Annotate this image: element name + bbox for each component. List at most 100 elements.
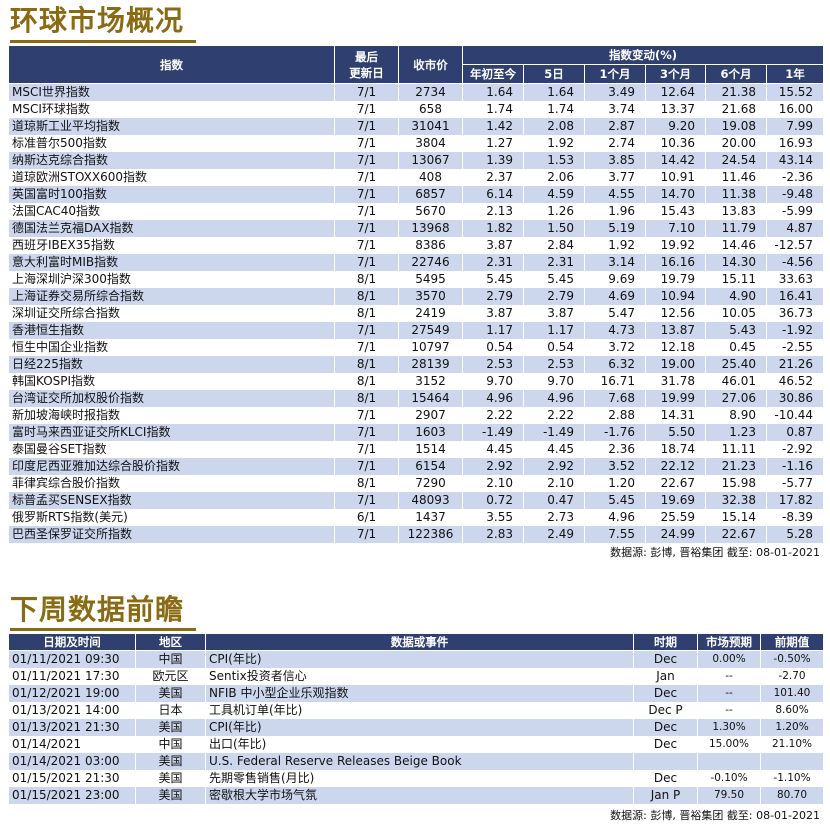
market-expectation: 15.00% xyxy=(697,735,761,753)
table-row: 英国富时100指数 7/1 6857 6.14 4.59 4.55 14.70 11.38 -9… xyxy=(8,185,825,203)
change-value: 13.83 xyxy=(705,202,767,220)
header-period: 5日 xyxy=(523,64,585,84)
previous-value: 21.10% xyxy=(760,735,824,753)
change-value: 3.85 xyxy=(584,151,646,169)
change-value: 19.00 xyxy=(645,355,706,373)
header-last-update: 最后 更新日 xyxy=(334,45,399,84)
table-row: 印度尼西亚雅加达综合股价指数 7/1 6154 2.92 2.92 3.52 22.12 21… xyxy=(8,457,825,475)
change-value: 19.69 xyxy=(645,491,706,509)
change-value: 11.46 xyxy=(705,168,767,186)
change-value: 0.87 xyxy=(765,423,825,441)
change-value: 15.43 xyxy=(645,202,706,220)
event-region: 美国 xyxy=(135,786,206,804)
change-value: 14.46 xyxy=(705,236,767,254)
event-datetime: 01/11/2021 17:30 xyxy=(8,667,136,685)
close-price: 13968 xyxy=(398,219,463,237)
header-col: 前期值 xyxy=(760,633,824,651)
index-name: MSCI环球指数 xyxy=(8,100,335,118)
table-row: 富时马来西亚证交所KLCI指数 7/1 1603 -1.49 -1.49 -1.76 5.5… xyxy=(8,423,825,441)
change-value: -10.44 xyxy=(765,406,825,424)
event-region: 日本 xyxy=(135,701,206,719)
change-value: 3.74 xyxy=(584,100,646,118)
table-row: MSCI世界指数 7/1 2734 1.64 1.64 3.49 12.64 21.38 15.… xyxy=(8,83,825,101)
index-name: 印度尼西亚雅加达综合股价指数 xyxy=(8,457,335,475)
event-name: 出口(年比) xyxy=(205,735,634,753)
change-value: 1.96 xyxy=(584,202,646,220)
index-name: 英国富时100指数 xyxy=(8,185,335,203)
change-value: -1.92 xyxy=(765,321,825,339)
event-period: Dec xyxy=(633,650,698,668)
change-value: -1.49 xyxy=(462,423,524,441)
section-title-next-week-preview: 下周数据前瞻 xyxy=(10,593,185,626)
event-period: Jan P xyxy=(633,786,698,804)
close-price: 48093 xyxy=(398,491,463,509)
last-update: 7/1 xyxy=(334,406,399,424)
title-underline xyxy=(10,628,196,631)
change-value: 12.64 xyxy=(645,83,706,101)
change-value: 2.31 xyxy=(523,253,585,271)
change-value: 1.82 xyxy=(462,219,524,237)
change-value: 5.43 xyxy=(705,321,767,339)
close-price: 22746 xyxy=(398,253,463,271)
close-price: 2734 xyxy=(398,83,463,101)
table-row: 01/13/2021 14:00 日本 工具机订单(年比) Dec P -- 8.60% xyxy=(8,701,824,719)
header-col: 时期 xyxy=(633,633,698,651)
close-price: 658 xyxy=(398,100,463,118)
change-value: -4.56 xyxy=(765,253,825,271)
table-row: 深圳证交所综合指数 8/1 2419 3.87 3.87 5.47 12.56 10.05 36… xyxy=(8,304,825,322)
change-value: 10.94 xyxy=(645,287,706,305)
close-price: 7290 xyxy=(398,474,463,492)
header-close: 收市价 xyxy=(398,45,463,84)
change-value: 1.17 xyxy=(523,321,585,339)
change-value: 5.45 xyxy=(523,270,585,288)
table-row: 标准普尔500指数 7/1 3804 1.27 1.92 2.74 10.36 20.00 16… xyxy=(8,134,825,152)
change-value: 16.16 xyxy=(645,253,706,271)
change-value: 22.67 xyxy=(705,525,767,543)
table-row: 德国法兰克福DAX指数 7/1 13968 1.82 1.50 5.19 7.10 11.79… xyxy=(8,219,825,237)
change-value: 15.14 xyxy=(705,508,767,526)
change-value: 20.00 xyxy=(705,134,767,152)
close-price: 2907 xyxy=(398,406,463,424)
table-row: 01/12/2021 19:00 美国 NFIB 中小型企业乐观指数 Dec -- 101… xyxy=(8,684,824,702)
section-title-market-overview: 环球市场概况 xyxy=(10,4,185,37)
header-period: 3个月 xyxy=(645,64,706,84)
table-row: 上海证券交易所综合指数 8/1 3570 2.79 2.79 4.69 10.94 4.90 1… xyxy=(8,287,825,305)
change-value: 46.52 xyxy=(765,372,825,390)
index-name: 法国CAC40指数 xyxy=(8,202,335,220)
change-value: 36.73 xyxy=(765,304,825,322)
index-name: 恒生中国企业指数 xyxy=(8,338,335,356)
header-period: 6个月 xyxy=(705,64,767,84)
change-value: 0.54 xyxy=(523,338,585,356)
change-value: 7.99 xyxy=(765,117,825,135)
change-value: 2.08 xyxy=(523,117,585,135)
index-name: 巴西圣保罗证交所指数 xyxy=(8,525,335,543)
header-col: 市场预期 xyxy=(697,633,761,651)
event-datetime: 01/15/2021 23:00 xyxy=(8,786,136,804)
change-value: 7.55 xyxy=(584,525,646,543)
event-name: CPI(年比) xyxy=(205,650,634,668)
change-value: 4.90 xyxy=(705,287,767,305)
table-row: 西班牙IBEX35指数 7/1 8386 3.87 2.84 1.92 19.92 14.46… xyxy=(8,236,825,254)
change-value: 2.22 xyxy=(523,406,585,424)
table-row: 01/13/2021 21:30 美国 CPI(年比) Dec 1.30% 1.20% xyxy=(8,718,824,736)
change-value: 3.72 xyxy=(584,338,646,356)
change-value: 2.73 xyxy=(523,508,585,526)
table-row: 泰国曼谷SET指数 7/1 1514 4.45 4.45 2.36 18.74 11.11 -2… xyxy=(8,440,825,458)
index-name: 新加坡海峡时报指数 xyxy=(8,406,335,424)
event-period: Dec xyxy=(633,684,698,702)
index-name: 香港恒生指数 xyxy=(8,321,335,339)
change-value: -5.77 xyxy=(765,474,825,492)
change-value: 25.40 xyxy=(705,355,767,373)
change-value: 2.92 xyxy=(462,457,524,475)
last-update: 8/1 xyxy=(334,389,399,407)
index-name: 菲律宾综合股价指数 xyxy=(8,474,335,492)
change-value: 2.13 xyxy=(462,202,524,220)
header-period: 1年 xyxy=(765,64,825,84)
event-datetime: 01/13/2021 14:00 xyxy=(8,701,136,719)
change-value: 3.87 xyxy=(523,304,585,322)
table-row: 法国CAC40指数 7/1 5670 2.13 1.26 1.96 15.43 13.83 -5… xyxy=(8,202,825,220)
last-update: 7/1 xyxy=(334,83,399,101)
change-value: 1.27 xyxy=(462,134,524,152)
close-price: 2419 xyxy=(398,304,463,322)
event-period: Dec P xyxy=(633,701,698,719)
